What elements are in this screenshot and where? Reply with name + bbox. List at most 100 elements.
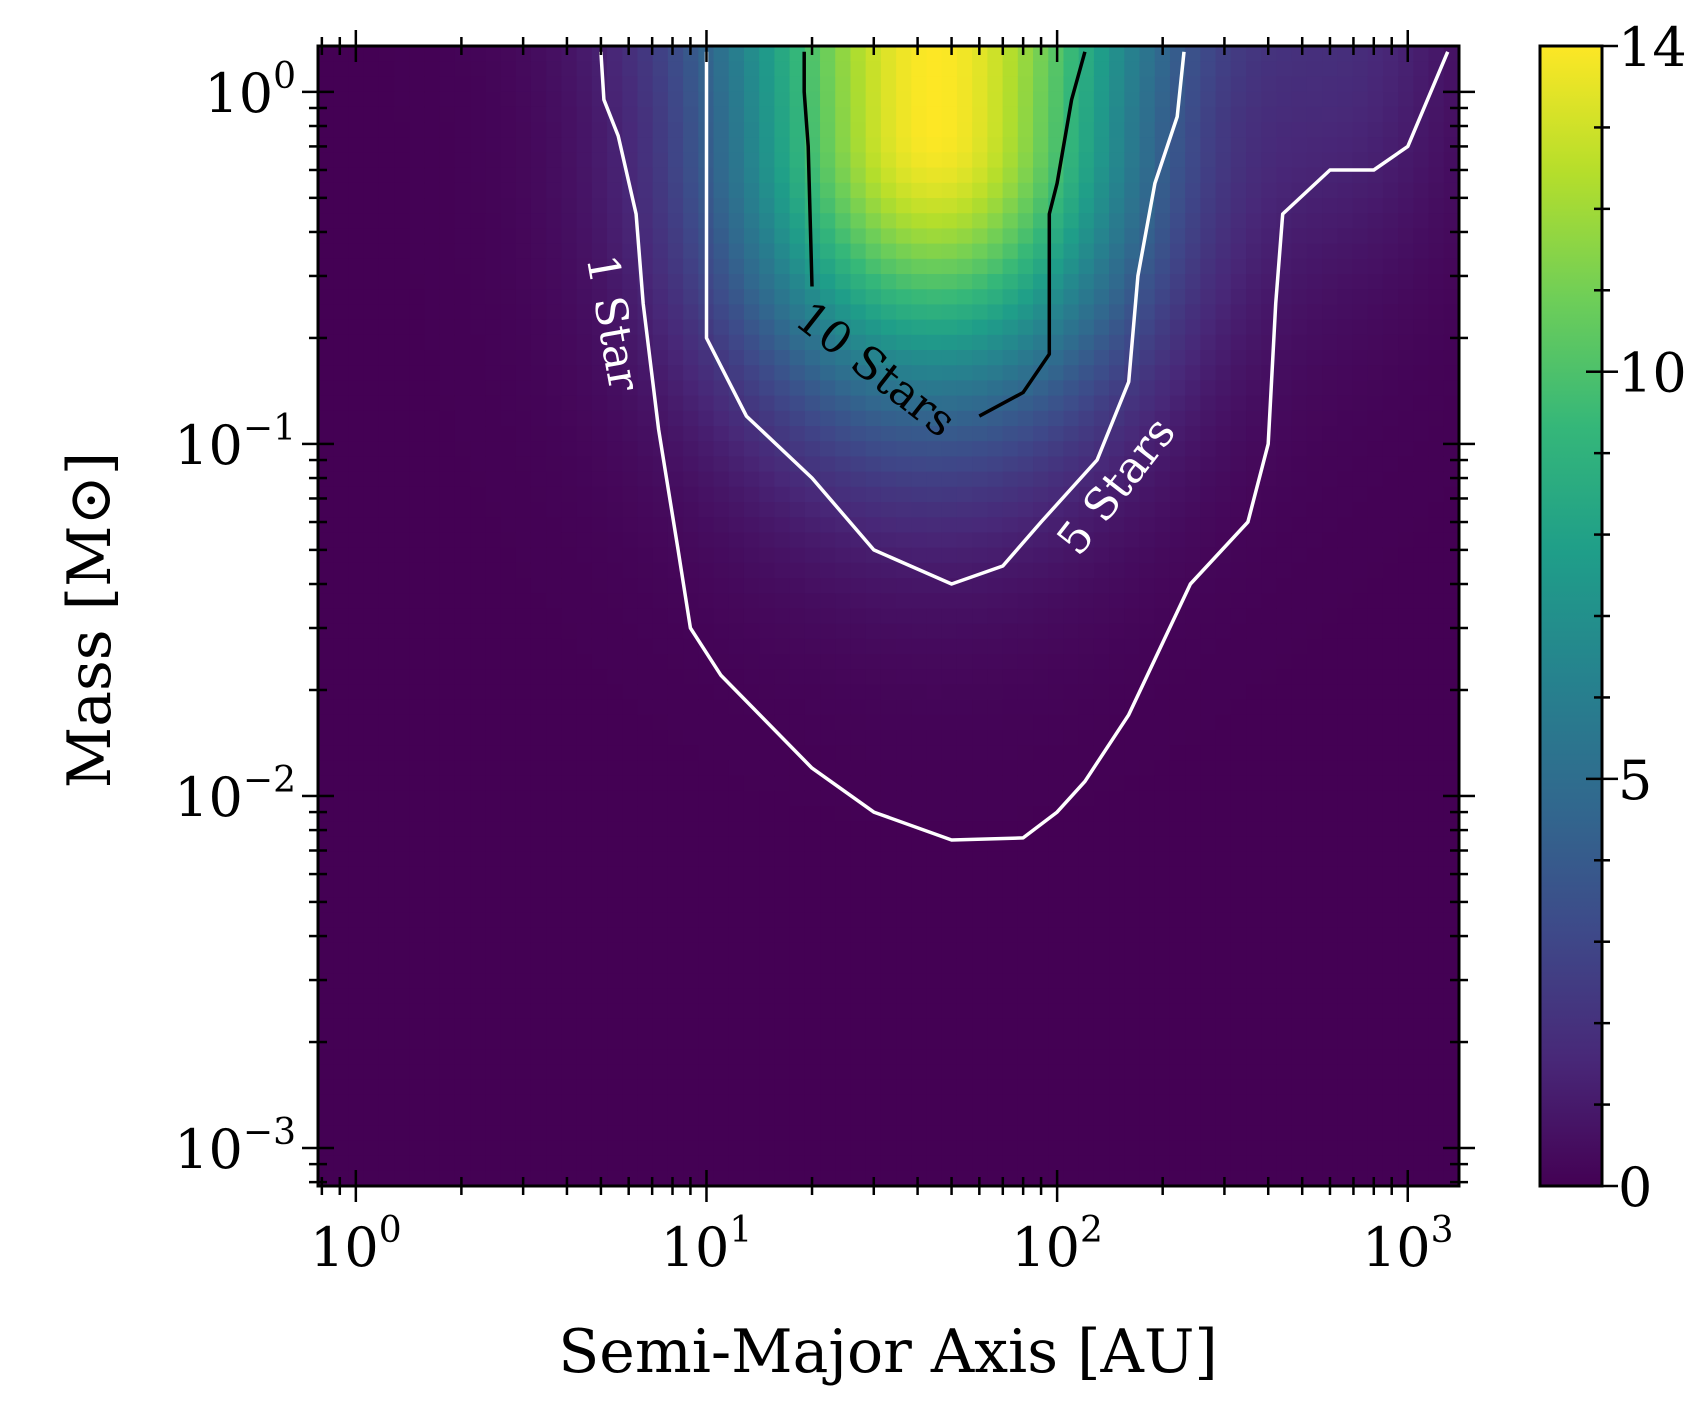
heatmap-cell (409, 1064, 426, 1081)
heatmap-cell (500, 1125, 517, 1141)
heatmap-cell (789, 486, 806, 503)
heatmap-cell (880, 76, 897, 93)
heatmap-cell (546, 380, 563, 397)
heatmap-cell (1200, 882, 1217, 898)
heatmap-cell (713, 1003, 730, 1020)
heatmap-cell (956, 1079, 973, 1096)
heatmap-cell (850, 152, 867, 169)
heatmap-cell (363, 1155, 380, 1172)
heatmap-cell (454, 669, 471, 685)
heatmap-cell (1200, 836, 1217, 853)
heatmap-cell (394, 289, 410, 305)
heatmap-cell (622, 806, 639, 822)
heatmap-cell (1124, 517, 1141, 533)
heatmap-cell (1200, 851, 1217, 868)
heatmap-cell (394, 806, 410, 822)
heatmap-cell (1109, 699, 1125, 716)
heatmap-cell (683, 350, 699, 366)
heatmap-cell (774, 395, 791, 412)
heatmap-cell (454, 730, 471, 746)
heatmap-cell (424, 1049, 441, 1065)
heatmap-cell (1200, 578, 1217, 594)
heatmap-cell (348, 471, 365, 488)
heatmap-cell (926, 578, 943, 594)
heatmap-cell (789, 654, 806, 670)
heatmap-cell (1276, 669, 1293, 685)
heatmap-cell (1246, 547, 1262, 564)
heatmap-cell (1048, 1034, 1065, 1050)
heatmap-cell (1093, 1034, 1110, 1050)
heatmap-cell (591, 1140, 608, 1157)
heatmap-cell (880, 836, 897, 853)
heatmap-cell (394, 1034, 410, 1050)
heatmap-cell (1139, 61, 1156, 77)
heatmap-cell (1306, 775, 1323, 792)
heatmap-cell (1002, 334, 1019, 351)
heatmap-cell (1200, 806, 1217, 822)
heatmap-cell (987, 350, 1004, 366)
heatmap-cell (1124, 669, 1141, 685)
heatmap-cell (1002, 517, 1019, 533)
heatmap-cell (698, 958, 715, 974)
heatmap-cell (774, 578, 791, 594)
heatmap-cell (454, 578, 471, 594)
heatmap-cell (1306, 46, 1323, 62)
heatmap-cell (576, 821, 593, 837)
heatmap-cell (424, 608, 441, 625)
heatmap-cell (759, 1110, 775, 1126)
heatmap-cell (546, 988, 563, 1005)
heatmap-cell (1078, 562, 1095, 579)
heatmap-cell (865, 441, 882, 457)
heatmap-cell (485, 319, 502, 336)
heatmap-cell (1033, 851, 1049, 868)
heatmap-cell (743, 547, 760, 564)
heatmap-cell (409, 623, 426, 640)
heatmap-cell (941, 334, 958, 351)
heatmap-cell (652, 243, 669, 260)
heatmap-cell (1124, 76, 1141, 93)
heatmap-cell (1230, 502, 1247, 518)
heatmap-cell (485, 198, 502, 214)
heatmap-cell (865, 669, 882, 685)
heatmap-cell (485, 897, 502, 913)
heatmap-cell (318, 836, 334, 853)
heatmap-cell (1215, 106, 1232, 123)
heatmap-cell (1002, 1018, 1019, 1035)
heatmap-cell (1230, 1170, 1247, 1186)
heatmap-cell (1109, 593, 1125, 609)
heatmap-cell (1246, 1155, 1262, 1172)
heatmap-cell (850, 304, 867, 321)
heatmap-cell (1033, 654, 1049, 670)
heatmap-cell (667, 1064, 684, 1081)
heatmap-cell (896, 623, 912, 640)
heatmap-cell (1063, 760, 1080, 777)
heatmap-cell (439, 258, 456, 275)
heatmap-cell (363, 836, 380, 853)
heatmap-cell (956, 228, 973, 245)
heatmap-cell (1033, 1155, 1049, 1172)
heatmap-cell (1063, 942, 1080, 959)
heatmap-cell (1261, 897, 1278, 913)
heatmap-cell (1033, 274, 1049, 290)
heatmap-cell (683, 1064, 699, 1081)
heatmap-cell (1139, 638, 1156, 655)
heatmap-cell (1215, 684, 1232, 701)
heatmap-cell (378, 46, 395, 62)
heatmap-cell (926, 258, 943, 275)
heatmap-cell (485, 821, 502, 837)
heatmap-cell (1109, 912, 1125, 929)
heatmap-cell (865, 76, 882, 93)
heatmap-cell (500, 1140, 517, 1157)
heatmap-cell (561, 669, 578, 685)
heatmap-cell (1169, 1034, 1186, 1050)
heatmap-cell (1322, 426, 1338, 442)
heatmap-cell (1048, 882, 1065, 898)
heatmap-cell (911, 1079, 928, 1096)
heatmap-cell (546, 289, 563, 305)
heatmap-cell (1291, 669, 1308, 685)
heatmap-cell (1063, 866, 1080, 883)
heatmap-cell (424, 1170, 441, 1186)
heatmap-cell (394, 927, 410, 944)
heatmap-cell (622, 426, 639, 442)
heatmap-cell (911, 167, 928, 184)
